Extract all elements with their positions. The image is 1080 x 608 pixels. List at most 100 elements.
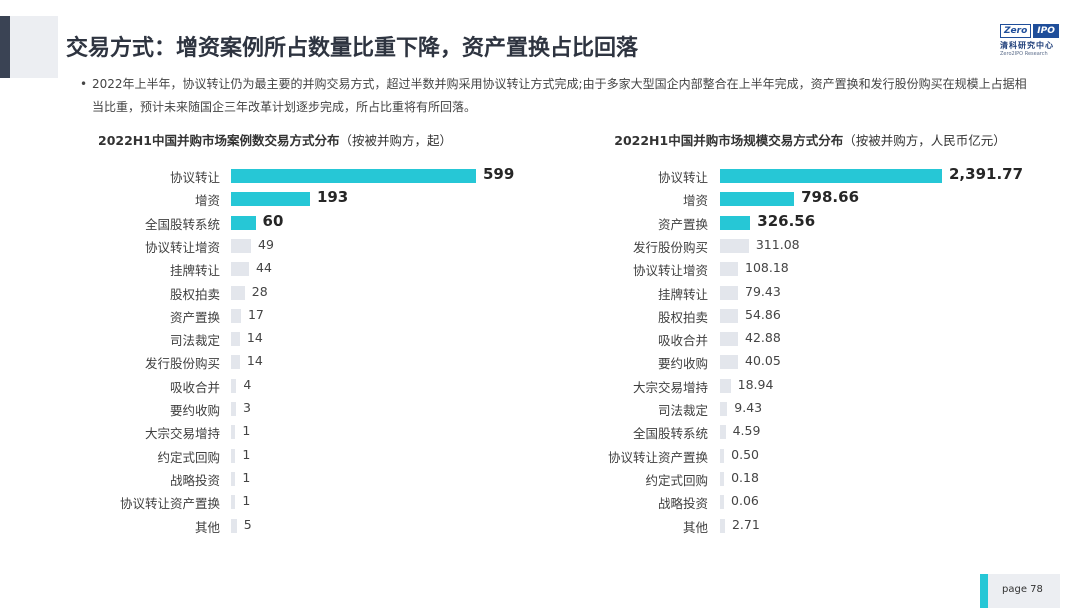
bar — [720, 169, 942, 183]
chart-title-unit: （按被并购方，起） — [339, 133, 452, 148]
value-label: 14 — [246, 353, 263, 369]
category-label: 挂牌转让 — [657, 286, 708, 302]
category-label: 协议转让增资 — [144, 239, 220, 255]
bar-row: 资产置换 326.56 — [570, 211, 1050, 234]
bar — [720, 332, 738, 347]
bar-row: 司法裁定 9.43 — [570, 397, 1050, 420]
value-label: 326.56 — [757, 211, 816, 230]
category-label: 要约收购 — [657, 356, 708, 372]
category-label: 其他 — [682, 519, 708, 535]
bar — [231, 402, 237, 416]
value-label: 42.88 — [745, 330, 781, 346]
category-label: 发行股份购买 — [144, 356, 220, 372]
bar-row: 协议转让 2,391.77 — [570, 164, 1050, 187]
bar — [720, 285, 738, 300]
value-label: 4.59 — [732, 423, 761, 439]
value-label: 0.18 — [731, 469, 759, 485]
category-label: 股权拍卖 — [657, 309, 708, 325]
chart-title-main: 2022H1中国并购市场规模交易方式分布 — [614, 133, 844, 148]
value-label: 49 — [258, 236, 274, 252]
bar — [231, 308, 241, 323]
bar — [231, 378, 237, 393]
value-label: 0.06 — [731, 493, 759, 509]
bar — [720, 471, 725, 486]
page-number: page 78 — [1002, 584, 1043, 595]
category-label: 吸收合并 — [169, 379, 220, 395]
value-label: 798.66 — [801, 188, 860, 207]
category-label: 增资 — [194, 193, 220, 209]
category-label: 司法裁定 — [169, 333, 220, 349]
bar-row: 股权拍卖 28 — [40, 281, 510, 304]
chart-title: 2022H1中国并购市场规模交易方式分布（按被并购方，人民币亿元） — [570, 130, 1050, 149]
bar-row: 吸收合并 42.88 — [570, 327, 1050, 350]
value-label: 1 — [242, 423, 251, 439]
value-label: 14 — [246, 330, 263, 346]
bar — [231, 262, 249, 277]
bar — [720, 192, 795, 207]
chart-deal-count: 2022H1中国并购市场案例数交易方式分布（按被并购方，起） 协议转让 599 增资… — [40, 130, 514, 550]
page-footer-box — [988, 574, 1060, 608]
chart-deal-value: 2022H1中国并购市场规模交易方式分布（按被并购方，人民币亿元） 协议转让 2,… — [570, 130, 1050, 550]
summary-bullet: • 2022年上半年，协议转让仍为最主要的并购交易方式，超过半数并购采用协议转让… — [80, 73, 1032, 119]
chart-title-unit: （按被并购方，人民币亿元） — [843, 133, 1006, 148]
value-label: 599 — [483, 165, 515, 183]
bar — [231, 285, 245, 300]
category-label: 全国股转系统 — [632, 426, 708, 442]
category-label: 大宗交易增持 — [144, 426, 220, 442]
bar-row: 吸收合并 4 — [40, 374, 510, 397]
value-label: 79.43 — [745, 283, 781, 299]
category-label: 协议转让 — [169, 170, 220, 185]
bar-row: 挂牌转让 79.43 — [570, 281, 1050, 304]
bar-row: 其他 2.71 — [570, 514, 1050, 537]
bar-row: 协议转让增资 49 — [40, 234, 510, 257]
logo-right-box: IPO — [1033, 24, 1059, 38]
value-label: 17 — [247, 306, 264, 322]
value-label: 54.86 — [745, 306, 781, 322]
value-label: 2,391.77 — [949, 165, 1024, 183]
summary-text: 2022年上半年，协议转让仍为最主要的并购交易方式，超过半数并购采用协议转让方式… — [92, 77, 1027, 114]
bar-row: 协议转让增资 108.18 — [570, 257, 1050, 280]
category-label: 协议转让资产置换 — [119, 496, 220, 512]
category-label: 司法裁定 — [657, 403, 708, 418]
bar-row: 战略投资 1 — [40, 467, 510, 490]
bar-row: 股权拍卖 54.86 — [570, 304, 1050, 327]
bar — [231, 192, 310, 207]
category-label: 大宗交易增持 — [632, 379, 708, 395]
bar — [720, 495, 725, 510]
bar — [720, 238, 749, 253]
logo-en-text: Zero2IPO Research — [1000, 51, 1048, 57]
bar-row: 全国股转系统 60 — [40, 211, 510, 234]
category-label: 资产置换 — [169, 309, 220, 325]
bar — [231, 471, 236, 486]
bar — [720, 425, 726, 440]
category-label: 吸收合并 — [657, 333, 708, 349]
logo-cn-text: 清科研究中心 — [1000, 41, 1054, 50]
bar-row: 协议转让 599 — [40, 164, 514, 187]
page-tab-accent — [980, 574, 988, 608]
bar-row: 发行股份购买 14 — [40, 350, 510, 373]
category-label: 战略投资 — [657, 496, 708, 512]
bar-row: 增资 798.66 — [570, 187, 1050, 210]
title-accent-bar — [0, 16, 10, 78]
category-label: 协议转让增资 — [632, 263, 708, 279]
bar — [231, 215, 256, 230]
category-label: 股权拍卖 — [169, 286, 220, 302]
bar-row: 要约收购 3 — [40, 397, 510, 420]
chart-title: 2022H1中国并购市场案例数交易方式分布（按被并购方，起） — [40, 130, 510, 149]
value-label: 40.05 — [745, 353, 781, 369]
value-label: 1 — [242, 446, 251, 462]
bullet-mark: • — [80, 77, 88, 91]
value-label: 0.50 — [731, 446, 760, 462]
bar — [231, 238, 252, 253]
category-label: 全国股转系统 — [144, 216, 220, 232]
bar-row: 其他 5 — [40, 514, 510, 537]
bar-row: 挂牌转让 44 — [40, 257, 510, 280]
bar — [720, 518, 725, 533]
value-label: 2.71 — [731, 516, 760, 532]
bar-row: 司法裁定 14 — [40, 327, 510, 350]
bar — [720, 308, 738, 323]
bar-row: 约定式回购 0.18 — [570, 467, 1050, 490]
bar-row: 资产置换 17 — [40, 304, 510, 327]
bar-row: 要约收购 40.05 — [570, 350, 1050, 373]
category-label: 其他 — [194, 519, 220, 535]
